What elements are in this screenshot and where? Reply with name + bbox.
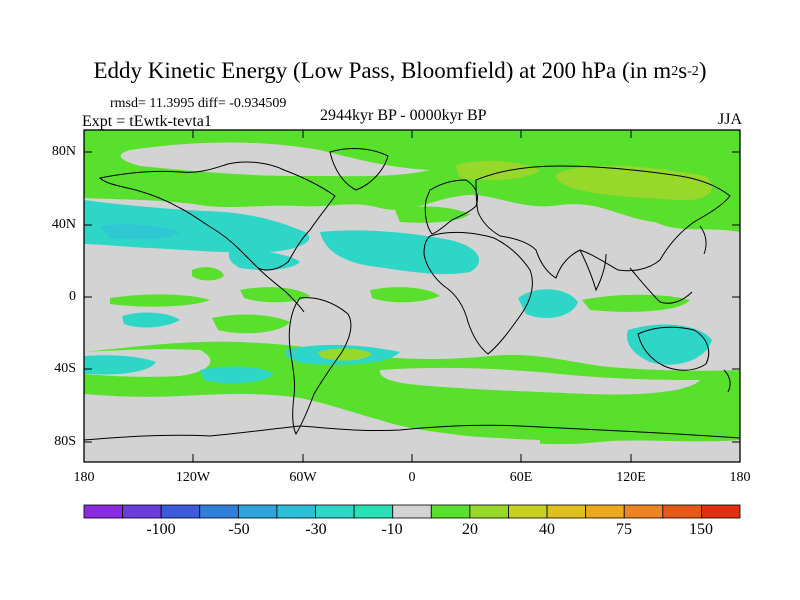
colorbar-label: -30 — [305, 521, 327, 538]
lon-label-180-left: 180 — [73, 470, 95, 485]
experiment-label: Expt = tEwtk-tevta1 — [82, 113, 212, 130]
coast-antarctica — [84, 424, 740, 441]
colorbar-swatch — [237, 504, 278, 519]
colorbar-swatch — [430, 504, 471, 519]
colorbar-swatch — [83, 504, 123, 519]
season-label: JJA — [717, 111, 742, 128]
colorbar-swatch — [199, 504, 239, 519]
coast-se-asia — [629, 267, 693, 304]
field-sh-cyan-1 — [84, 355, 156, 375]
field-trop-cyan-1 — [122, 312, 180, 328]
lon-label-120e: 120E — [616, 470, 646, 485]
colorbar-label: 150 — [689, 521, 713, 538]
colorbar-label: -50 — [228, 521, 250, 538]
lat-label-40s: 40S — [54, 361, 76, 376]
coast-australia — [637, 326, 710, 371]
field-trop-green-1 — [192, 267, 224, 281]
field-africa-cyan — [518, 289, 578, 318]
colorbar — [83, 504, 741, 519]
field-sh-green-lower — [540, 420, 650, 441]
field-namerica-cyan — [228, 248, 300, 270]
coast-north-america — [98, 161, 336, 271]
colorbar-swatch — [469, 504, 509, 519]
field-trop-green-3 — [212, 314, 290, 334]
coast-new-zealand — [723, 369, 731, 393]
field-indian-green — [582, 294, 690, 312]
lon-label-60w: 60W — [289, 470, 317, 485]
colorbar-swatch — [508, 504, 548, 519]
colorbar-swatch — [276, 504, 316, 519]
colorbar-label: -100 — [146, 521, 176, 538]
lat-label-0: 0 — [69, 289, 76, 304]
coast-india — [579, 249, 607, 292]
colorbar-swatch — [623, 504, 664, 519]
field-trop-green-2 — [110, 294, 210, 307]
lat-label-80n: 80N — [51, 144, 76, 159]
field-sh-cyan-2 — [200, 366, 274, 384]
map-field — [84, 130, 740, 462]
coast-japan — [699, 225, 707, 255]
period-label: 2944kyr BP - 0000kyr BP — [320, 107, 487, 124]
field-trop-green-5 — [370, 287, 440, 303]
colorbar-swatch — [701, 504, 741, 519]
field-sh-grey-5 — [640, 441, 740, 462]
field-siberia-yellow — [556, 165, 713, 201]
coast-africa — [423, 231, 533, 355]
colorbar-label: 20 — [462, 521, 478, 538]
field-npacific-light — [100, 224, 180, 240]
field-sh-grey-2 — [379, 367, 700, 395]
chart-title: Eddy Kinetic Energy (Low Pass, Bloomfiel… — [93, 58, 707, 83]
lon-label-120w: 120W — [175, 470, 211, 485]
field-greenland-yellow — [455, 160, 540, 180]
colorbar-swatch — [160, 504, 201, 519]
colorbar-swatch — [546, 504, 587, 519]
colorbar-swatch — [122, 504, 162, 519]
colorbar-label: 40 — [539, 521, 555, 538]
coast-central-america — [257, 267, 305, 313]
coast-south-america — [288, 297, 352, 436]
lat-label-40n: 40N — [51, 217, 76, 232]
coast-europe — [424, 179, 479, 235]
field-sh-grey-3 — [470, 328, 610, 348]
coast-greenland — [329, 148, 389, 191]
colorbar-swatch — [585, 504, 625, 519]
colorbar-label: -10 — [381, 521, 403, 538]
colorbar-label: 75 — [616, 521, 632, 538]
lon-label-180-right: 180 — [729, 470, 751, 485]
lon-label-60e: 60E — [509, 470, 533, 485]
lat-label-80s: 80S — [54, 434, 76, 449]
field-natlantic-green — [395, 206, 470, 223]
rmsd-diff-stats: rmsd= 11.3995 diff= -0.934509 — [110, 96, 287, 111]
field-sh-yellow-1 — [318, 348, 372, 361]
colorbar-swatch — [392, 504, 432, 519]
axis-ticks — [84, 130, 740, 462]
colorbar-swatch — [315, 504, 355, 519]
colorbar-swatch — [353, 504, 394, 519]
coastlines — [84, 148, 740, 441]
field-npacific-cyan — [84, 200, 310, 253]
colorbar-swatch — [662, 504, 702, 519]
coast-eurasia — [475, 165, 731, 279]
field-arctic-grey — [120, 142, 430, 177]
field-sh-grey-4 — [84, 409, 540, 462]
field-natlantic-cyan — [320, 230, 480, 275]
lon-label-0: 0 — [408, 470, 416, 485]
